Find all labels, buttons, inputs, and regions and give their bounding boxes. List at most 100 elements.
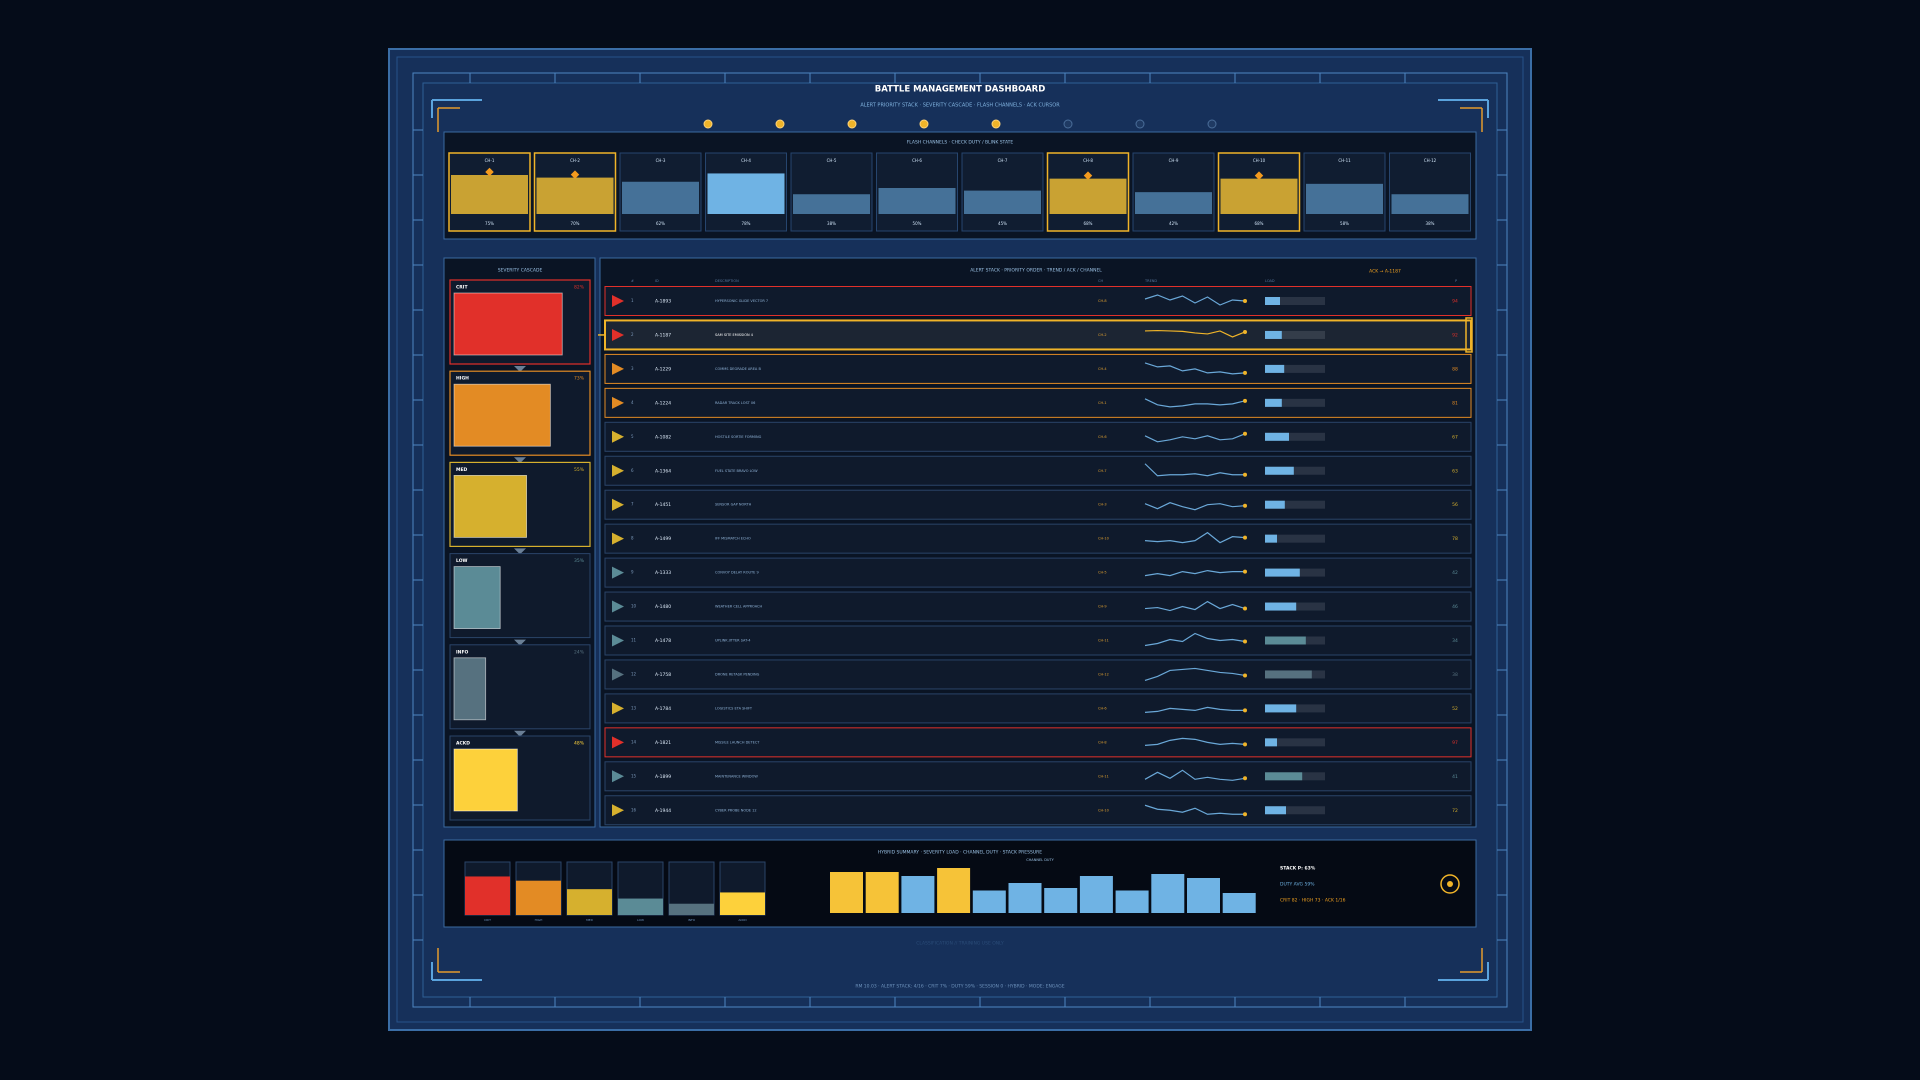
alert-score: 52: [1452, 706, 1458, 712]
panel-frame: [396, 56, 1524, 1023]
duty-bar: [1151, 874, 1185, 913]
load-track: [1265, 330, 1325, 339]
alert-row: [604, 761, 1472, 792]
mini-label: ACKD: [738, 918, 747, 922]
severity-icon: [612, 532, 624, 545]
cascade-chevron: [514, 730, 526, 737]
load-bar: [1265, 398, 1282, 407]
severity-name: LOW: [456, 558, 468, 564]
subtitle: ALERT PRIORITY STACK · SEVERITY CASCADE …: [860, 103, 1060, 109]
channel-value: 75%: [485, 221, 494, 226]
channel-bar: [1049, 178, 1127, 214]
alert-id: A-1364: [655, 468, 671, 474]
channel-value: 68%: [1255, 221, 1264, 226]
trend-line: [1144, 502, 1246, 511]
column-header: TREND: [1144, 279, 1157, 283]
mini-label: HIGH: [535, 918, 543, 922]
ack-label: ACK → A-1187: [1369, 269, 1401, 275]
trend-line: [1144, 362, 1246, 375]
severity-label: 82%: [574, 285, 585, 291]
column-header: P: [1455, 279, 1457, 283]
severity-label: 55%: [574, 467, 585, 473]
channel-name: CH-3: [656, 158, 666, 163]
alert-rank: 8: [631, 536, 634, 541]
duty-bar: [937, 868, 971, 913]
target-icon: [1440, 874, 1460, 894]
severity-title: SEVERITY CASCADE: [498, 268, 543, 274]
trend-end: [1243, 299, 1247, 303]
duty-label: CHANNEL DUTY: [1026, 858, 1054, 862]
alert-title: ALERT STACK · PRIORITY ORDER · TREND / A…: [970, 268, 1102, 274]
channel-card: [1132, 152, 1215, 232]
trend-end: [1243, 431, 1247, 436]
alert-score: 72: [1452, 808, 1458, 814]
cascade-chevron: [514, 366, 526, 372]
severity-icon: [612, 566, 624, 579]
alert-score: 94: [1452, 299, 1458, 305]
alert-channel: CH-7: [1098, 469, 1107, 473]
channel-bar: [964, 190, 1041, 214]
channel-name: CH-10: [1253, 158, 1266, 163]
alert-row: [604, 591, 1472, 622]
load-track: [1265, 738, 1325, 747]
trend-line: [1144, 329, 1246, 338]
load-track: [1265, 466, 1325, 475]
channel-bar: [793, 194, 870, 214]
alert-channel: CH-12: [1098, 672, 1109, 676]
status-light: [847, 119, 857, 129]
alert-desc: SENSOR GAP NORTH: [715, 503, 752, 507]
mini-bar: [669, 903, 714, 915]
severity-label: 48%: [574, 741, 585, 747]
load-bar: [1265, 772, 1303, 781]
panel-frame: [422, 82, 1498, 998]
column-header: DESCRIPTION: [715, 279, 739, 283]
alert-rank: 4: [631, 400, 634, 405]
status-light: [1063, 119, 1073, 129]
channel-bar: [878, 188, 956, 214]
alert-rank: 1: [631, 298, 634, 303]
column-header: LOAD: [1265, 279, 1275, 283]
load-bar: [1265, 806, 1286, 815]
channel-value: 45%: [998, 221, 1007, 226]
status-line: RM 10.03 · ALERT STACK: 4/16 · CRIT 7% ·…: [855, 984, 1064, 990]
trend-line: [1144, 294, 1246, 306]
load-bar: [1265, 568, 1300, 577]
trend-line: [1144, 531, 1246, 544]
alert-row: [604, 387, 1472, 418]
alert-desc: FUEL STATE BRAVO LOW: [715, 469, 758, 473]
channel-name: CH-1: [485, 158, 495, 163]
trend-line: [1144, 667, 1246, 682]
frame-ticks: [413, 73, 1507, 1007]
channel-value: 50%: [913, 221, 922, 226]
alert-id: A-1944: [655, 808, 671, 814]
trend-end: [1243, 673, 1247, 678]
alert-rank: 12: [631, 671, 637, 676]
alert-score: 34: [1452, 638, 1458, 644]
trend-end: [1243, 812, 1247, 817]
severity-bar: [453, 292, 563, 356]
alert-channel: CH-8: [1098, 299, 1107, 303]
mini-label: MED: [586, 918, 593, 922]
duty-bar: [865, 872, 899, 913]
channel-value: 42%: [1169, 221, 1178, 226]
load-bar: [1265, 534, 1277, 543]
alert-desc: LOGISTICS ETA SHIFT: [715, 706, 753, 710]
alert-desc: COMMS DEGRADE AREA B: [715, 367, 761, 371]
alert-score: 92: [1452, 332, 1458, 338]
channel-name: CH-6: [912, 158, 922, 163]
alert-channel: CH-8: [1098, 740, 1107, 744]
trend-end: [1243, 472, 1247, 477]
alert-score: 88: [1452, 366, 1458, 372]
channel-bar: [451, 175, 528, 214]
alert-id: A-1333: [655, 570, 671, 576]
status-light: [703, 119, 713, 129]
alert-row: [604, 353, 1472, 384]
severity-bar: [453, 657, 487, 721]
alert-desc: MAINTENANCE WINDOW: [715, 774, 758, 778]
mini-bar: [516, 880, 561, 915]
severity-label: 35%: [574, 558, 585, 564]
alert-row: [604, 727, 1472, 758]
duty-bar: [830, 872, 863, 913]
alert-row: [604, 557, 1472, 588]
trend-end: [1243, 708, 1247, 713]
